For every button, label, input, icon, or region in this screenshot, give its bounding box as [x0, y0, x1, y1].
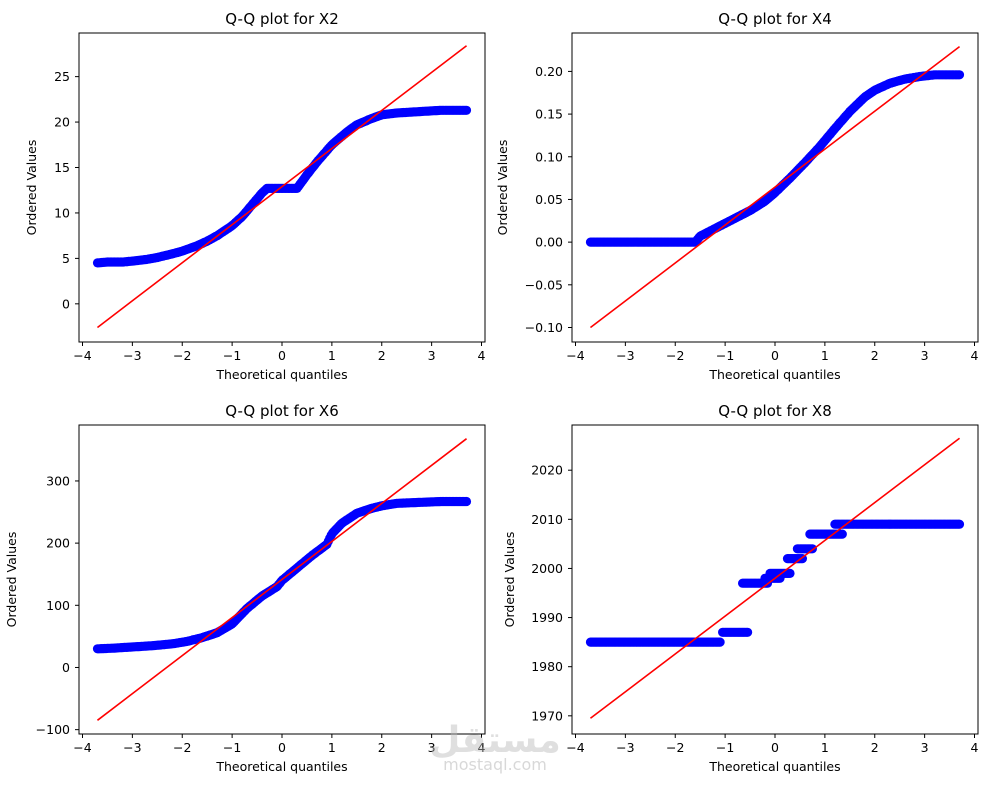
qq-plot-x6-panel: −4 −3 −2 −1 0 1 2 3 4 −100 0 100 200 300 Q-Q plot for … [4, 402, 486, 774]
x-tick-label: −3 [123, 348, 141, 363]
x-tick-label: 1 [821, 348, 829, 363]
y-tick-label: 200 [46, 536, 70, 551]
x-tick-label: −2 [173, 348, 191, 363]
y-axis-label: Ordered Values [24, 140, 39, 236]
qq-plot-x8-panel: −4 −3 −2 −1 0 1 2 3 4 1970 1980 1990 2000 2010 2020 Q-Q… [502, 402, 979, 774]
x-tick-label: −3 [616, 348, 634, 363]
x-tick-label: 1 [328, 740, 336, 755]
reference-line [96, 45, 468, 329]
x-tick-label: 0 [771, 740, 779, 755]
x-axis-label: Theoretical quantiles [215, 367, 347, 382]
y-tick-label: 0 [62, 660, 70, 675]
x-tick-label: −2 [666, 740, 684, 755]
data-point [715, 637, 725, 647]
x-tick-label: 2 [871, 740, 879, 755]
y-tick-label: 0.05 [535, 192, 563, 207]
reference-line [589, 437, 961, 719]
y-tick-label: 10 [54, 205, 70, 220]
x-tick-label: −1 [223, 740, 241, 755]
y-tick-label: 1980 [531, 659, 563, 674]
y-tick-label: 20 [54, 115, 70, 130]
y-tick-label: 0 [62, 296, 70, 311]
x-tick-label: 3 [921, 348, 929, 363]
qq-plot-x2-panel: −4 −3 −2 −1 0 1 2 3 4 0 5 10 15 20 25 Q-Q plot for X2 Th… [24, 10, 486, 382]
x-tick-label: −4 [566, 348, 584, 363]
chart-title: Q-Q plot for X2 [225, 10, 339, 28]
y-tick-label: 2000 [531, 561, 563, 576]
watermark: مستقل mostaql.com [429, 720, 561, 774]
y-tick-label: −100 [36, 722, 70, 737]
y-tick-label: 15 [54, 160, 70, 175]
data-points [92, 438, 472, 721]
y-tick-label: 0.10 [535, 149, 563, 164]
y-tick-label: −0.10 [525, 320, 563, 335]
x-axis-label: Theoretical quantiles [708, 759, 840, 774]
qq-plot-x4-panel: −4 −3 −2 −1 0 1 2 3 4 −0.10 −0.05 0.00 0.05 0.10 0.15 0… [495, 10, 979, 382]
x-tick-label: 2 [871, 348, 879, 363]
y-tick-label: 300 [46, 473, 70, 488]
y-tick-label: 100 [46, 598, 70, 613]
x-tick-label: −4 [73, 348, 91, 363]
y-tick-label: 0.00 [535, 235, 563, 250]
y-tick-label: 1990 [531, 610, 563, 625]
x-tick-label: −3 [616, 740, 634, 755]
x-tick-label: −2 [173, 740, 191, 755]
x-tick-label: 1 [328, 348, 336, 363]
x-tick-label: −1 [716, 348, 734, 363]
reference-line [589, 46, 961, 329]
watermark-arabic: مستقل [429, 720, 561, 761]
data-point [461, 105, 472, 115]
chart-title: Q-Q plot for X8 [718, 402, 832, 420]
y-tick-label: 25 [54, 69, 70, 84]
data-point [954, 70, 965, 80]
data-points [585, 46, 965, 329]
y-tick-label: 1970 [531, 708, 563, 723]
y-tick-label: 0.15 [535, 107, 563, 122]
x-tick-label: 3 [428, 740, 436, 755]
x-tick-label: −3 [123, 740, 141, 755]
y-tick-label: 2020 [531, 463, 563, 478]
x-tick-label: −1 [223, 348, 241, 363]
data-point [743, 627, 753, 637]
x-tick-label: 3 [428, 348, 436, 363]
watermark-latin: mostaql.com [443, 755, 547, 774]
x-tick-label: 4 [478, 740, 486, 755]
x-tick-label: −4 [73, 740, 91, 755]
data-point [785, 568, 795, 579]
data-points [585, 437, 965, 719]
x-tick-label: 2 [378, 740, 386, 755]
x-axis-label: Theoretical quantiles [215, 759, 347, 774]
chart-title: Q-Q plot for X4 [718, 10, 832, 28]
x-axis-label: Theoretical quantiles [708, 367, 840, 382]
data-points [92, 45, 472, 329]
y-tick-label: 5 [62, 251, 70, 266]
data-point [461, 496, 472, 507]
data-point [837, 529, 847, 539]
x-tick-label: 1 [821, 740, 829, 755]
y-axis-label: Ordered Values [502, 532, 517, 628]
x-tick-label: 0 [278, 740, 286, 755]
y-tick-label: 2010 [531, 512, 563, 527]
y-axis-label: Ordered Values [4, 532, 19, 628]
x-tick-label: −4 [566, 740, 584, 755]
x-tick-label: 3 [921, 740, 929, 755]
y-tick-label: 0.20 [535, 64, 563, 79]
x-tick-label: 0 [771, 348, 779, 363]
y-tick-label: −0.05 [525, 277, 563, 292]
x-tick-label: −2 [666, 348, 684, 363]
chart-title: Q-Q plot for X6 [225, 402, 339, 420]
x-tick-label: 4 [971, 348, 979, 363]
x-tick-label: 0 [278, 348, 286, 363]
reference-line [96, 438, 468, 721]
y-axis-label: Ordered Values [495, 140, 510, 236]
x-tick-label: 2 [378, 348, 386, 363]
x-tick-label: 4 [971, 740, 979, 755]
data-point [954, 519, 965, 529]
x-tick-label: −1 [716, 740, 734, 755]
x-tick-label: 4 [478, 348, 486, 363]
